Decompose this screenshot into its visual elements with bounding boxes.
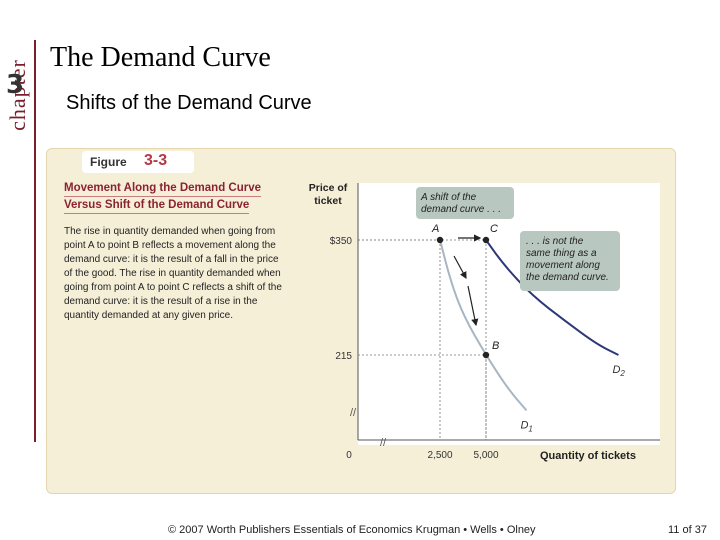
caption-title: Movement Along the Demand Curve Versus S…	[64, 180, 294, 214]
x-axis-label: Quantity of tickets	[540, 450, 636, 462]
callout-shift-text: A shift of the demand curve . . .	[420, 192, 501, 215]
x-tick-label: 2,500	[427, 450, 452, 461]
point-a	[436, 236, 444, 244]
origin-label: 0	[346, 450, 352, 461]
page-subtitle: Shifts of the Demand Curve	[66, 92, 312, 114]
point-c	[482, 236, 490, 244]
series-label-d2: D2	[612, 364, 625, 378]
x-tick-label: 5,000	[473, 450, 498, 461]
page-number: 11 of 37	[668, 524, 707, 536]
x-axis-break: //	[380, 437, 387, 449]
y-axis-label: Price of ticket	[308, 182, 348, 207]
series-label-d1: D1	[520, 419, 532, 433]
movement-arrow-1	[453, 255, 467, 280]
point-label-c: C	[490, 223, 498, 235]
page-title: The Demand Curve	[50, 42, 271, 73]
figure-number: 3-3	[144, 152, 168, 169]
y-tick-label: $350	[330, 236, 353, 247]
callout-movement-box	[520, 231, 620, 291]
figure-tab: Figure 3-3	[82, 151, 194, 173]
caption-body: The rise in quantity demanded when going…	[64, 226, 282, 321]
callout-shift-box	[416, 187, 514, 219]
movement-arrow-2	[467, 285, 479, 327]
plot-area	[358, 183, 660, 445]
series-line-d2	[485, 239, 619, 356]
y-tick-label: 215	[335, 351, 352, 362]
callout-movement-text: . . . is not the same thing as a movement …	[526, 236, 609, 283]
footer-copyright: © 2007 Worth Publishers Essentials of Ec…	[168, 524, 536, 536]
sidebar-divider	[34, 40, 36, 442]
y-axis-break: //	[350, 407, 357, 419]
point-b	[482, 351, 490, 359]
point-label-b: B	[492, 340, 499, 352]
point-label-a: A	[431, 223, 439, 235]
series-line-d1	[439, 239, 528, 412]
figure-label: Figure	[90, 155, 127, 169]
chapter-number: 3	[6, 70, 25, 100]
caption-title-line2: Versus Shift of the Demand Curve	[64, 197, 250, 214]
